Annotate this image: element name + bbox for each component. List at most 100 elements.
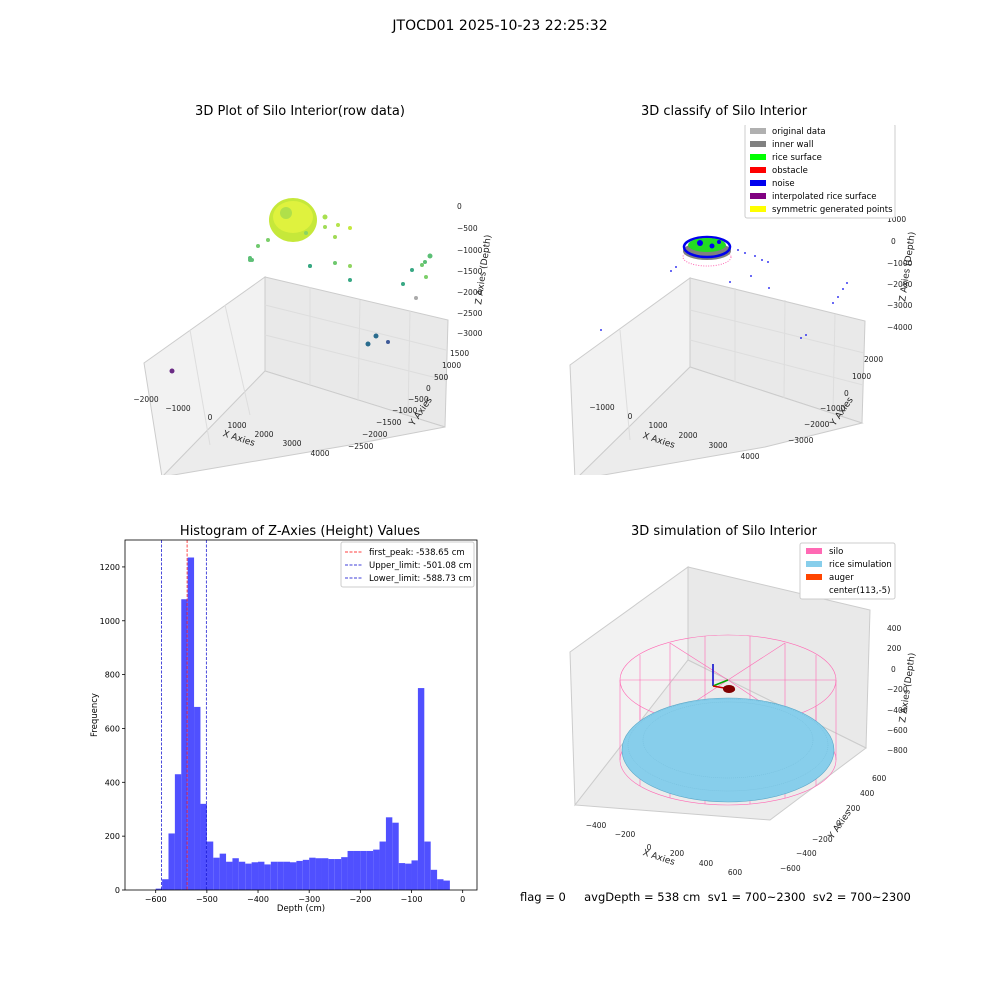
classify-panes <box>569 277 866 475</box>
classify-y-tick: −3000 <box>788 436 814 445</box>
histogram-y-label: Frequency <box>90 693 100 737</box>
histogram-bar <box>302 859 310 890</box>
histogram-bar <box>347 850 354 890</box>
sim-x-tick: −400 <box>586 821 607 830</box>
classify-z-tick: −2000 <box>887 280 913 289</box>
sim-y-tick: −200 <box>812 835 833 844</box>
legend-swatch <box>750 167 766 173</box>
histogram-bar <box>200 803 207 890</box>
legend-swatch <box>750 193 766 199</box>
histogram-bar <box>258 861 265 890</box>
x-tick-label: −400 <box>247 895 269 904</box>
histogram-bar <box>251 862 259 890</box>
sim-y-tick: 400 <box>860 789 875 798</box>
raw-3d-plot: −2000 −1000 0 1000 2000 3000 4000 X Axie… <box>133 198 494 475</box>
histogram-bar <box>328 859 335 890</box>
classify-z-tick: −3000 <box>887 301 913 310</box>
legend-label: original data <box>772 127 826 137</box>
legend-label: obstacle <box>772 166 808 176</box>
sim-y-label: Y Axies <box>826 808 854 841</box>
legend-label: rice simulation <box>829 560 892 570</box>
histogram-bar <box>443 880 450 890</box>
classify-z-tick: −1000 <box>887 259 913 268</box>
sim-x-tick: 600 <box>728 868 743 877</box>
histogram-bar <box>245 863 252 890</box>
raw-y-tick: 500 <box>434 373 449 382</box>
raw-z-tick: −3000 <box>457 329 483 338</box>
legend-label: Lower_limit: -588.73 cm <box>369 574 471 584</box>
classify-x-tick: 3000 <box>708 441 727 450</box>
histogram-bar <box>437 879 444 890</box>
raw-z-tick: −2000 <box>457 288 483 297</box>
histogram-bar <box>296 860 303 890</box>
x-tick-label: −200 <box>349 895 371 904</box>
histogram-bar <box>366 850 374 890</box>
raw-z-tick: 0 <box>457 202 462 211</box>
sim-z-tick: −400 <box>887 706 908 715</box>
legend-label: silo <box>829 547 843 557</box>
histogram-bar <box>238 861 246 890</box>
histogram-bar <box>181 599 188 890</box>
raw-x-tick: 0 <box>208 413 213 422</box>
classify-z-tick: −4000 <box>887 323 913 332</box>
raw-y-tick: −500 <box>408 395 429 404</box>
raw-y-tick: 1500 <box>450 349 469 358</box>
y-tick-label: 200 <box>105 832 120 841</box>
legend-swatch <box>750 128 766 134</box>
histogram-x-label: Depth (cm) <box>277 904 325 914</box>
auger-marker <box>712 664 736 693</box>
legend-label: symmetric generated points <box>772 205 893 215</box>
histogram-bar <box>194 706 201 890</box>
raw-x-tick: 1000 <box>227 421 246 430</box>
sim-z-tick: −600 <box>887 726 908 735</box>
y-tick-label: 1000 <box>100 617 120 626</box>
histogram-bar <box>162 879 169 890</box>
legend-swatch <box>806 561 822 567</box>
raw-y-tick: 0 <box>426 384 431 393</box>
classify-points <box>600 235 848 339</box>
raw-x-tick: −2000 <box>133 395 159 404</box>
legend-label: auger <box>829 573 854 583</box>
classify-x-tick: −1000 <box>589 403 615 412</box>
histogram-bars <box>155 557 450 890</box>
sim-z-tick: 0 <box>891 665 896 674</box>
classify-y-tick: 1000 <box>852 372 871 381</box>
raw-y-tick: −2500 <box>348 442 374 451</box>
raw-x-tick: −1000 <box>165 404 191 413</box>
legend-label: Upper_limit: -501.08 cm <box>369 561 472 571</box>
raw-y-tick: −1000 <box>392 406 418 415</box>
legend-label: center(113,-5) <box>829 586 890 596</box>
histogram-bar <box>168 833 175 890</box>
histogram-legend-box <box>340 541 475 588</box>
histogram-bar <box>392 822 399 890</box>
histogram-bar <box>283 861 290 890</box>
sim-z-tick: −200 <box>887 685 908 694</box>
classify-y-tick: −1000 <box>820 404 846 413</box>
classify-3d-plot: −1000 0 1000 2000 3000 4000 X Axies 2000… <box>569 125 918 475</box>
histogram-bar <box>334 859 342 890</box>
histogram-bar <box>155 888 163 890</box>
sim-z-tick: 400 <box>887 624 902 633</box>
legend-label: interpolated rice surface <box>772 192 877 202</box>
x-tick-label: −100 <box>401 895 423 904</box>
histogram-frame <box>124 539 478 891</box>
legend-swatch <box>750 206 766 212</box>
status-footer: flag = 0 avgDepth = 538 cm sv1 = 700~230… <box>520 890 911 904</box>
sim-y-tick: −600 <box>780 864 801 873</box>
classify-legend-box <box>744 125 896 219</box>
classify-y-tick: 0 <box>844 389 849 398</box>
y-tick-label: 400 <box>105 778 120 787</box>
histogram-bar <box>226 861 233 890</box>
y-tick-label: 600 <box>105 724 120 733</box>
sim-y-tick: 200 <box>846 804 861 813</box>
histogram-legend: first_peak: -538.65 cm Upper_limit: -501… <box>340 541 475 588</box>
classify-plot-title: 3D classify of Silo Interior <box>640 104 808 119</box>
classify-z-tick: 0 <box>891 237 896 246</box>
raw-y-tick: −2000 <box>362 430 388 439</box>
histogram-bar <box>270 861 278 890</box>
histogram-bar <box>232 858 239 890</box>
raw-z-tick: −1500 <box>457 267 483 276</box>
sim-z-tick: 200 <box>887 644 902 653</box>
sim-x-tick: 0 <box>647 843 652 852</box>
sim-x-tick: 400 <box>699 859 714 868</box>
